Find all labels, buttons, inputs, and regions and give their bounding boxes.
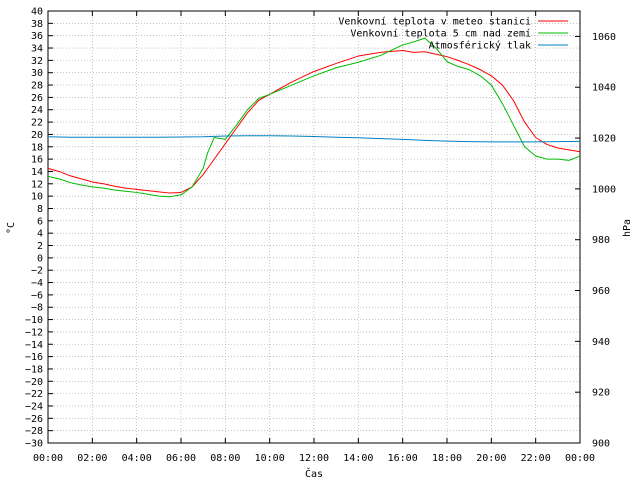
y-left-tick-label: 6: [37, 216, 43, 227]
y-left-tick-label: 16: [31, 155, 43, 166]
y-left-tick-label: 28: [31, 81, 43, 92]
y-left-tick-label: −2: [31, 266, 43, 277]
y-right-tick-label: 1020: [592, 134, 616, 145]
x-tick-label: 12:00: [299, 453, 329, 464]
y-axis-left-label: °C: [6, 222, 17, 234]
y-right-tick-label: 960: [592, 286, 610, 297]
legend-label: Atmosférický tlak: [429, 40, 531, 52]
x-tick-label: 18:00: [432, 453, 462, 464]
legend-label: Venkovní teplota v meteo stanici: [338, 16, 531, 28]
y-left-tick-label: 4: [37, 229, 43, 240]
y-left-tick-label: 0: [37, 253, 43, 264]
y-axis-right-label: hPa: [622, 219, 633, 237]
y-left-tick-label: 40: [31, 7, 43, 18]
y-left-tick-label: 26: [31, 93, 43, 104]
x-tick-label: 20:00: [476, 453, 506, 464]
y-right-tick-label: 1060: [592, 32, 616, 43]
y-left-tick-label: −18: [25, 364, 43, 375]
y-left-tick-label: 2: [37, 241, 43, 252]
y-left-tick-label: −30: [25, 439, 43, 450]
x-tick-label: 02:00: [77, 453, 107, 464]
series-layer: [47, 37, 581, 198]
y-left-tick-label: −22: [25, 389, 43, 400]
y-left-tick-label: 12: [31, 179, 43, 190]
x-tick-label: 16:00: [388, 453, 418, 464]
y-left-tick-label: 18: [31, 142, 43, 153]
y-right-tick-label: 900: [592, 439, 610, 450]
y-left-tick-label: −16: [25, 352, 43, 363]
y-left-tick-label: −8: [31, 303, 43, 314]
y-right-tick-label: 920: [592, 388, 610, 399]
y-left-tick-label: −10: [25, 315, 43, 326]
y-left-tick-label: 32: [31, 56, 43, 67]
legend-label: Venkovní teplota 5 cm nad zemí: [350, 28, 531, 40]
x-tick-label: 06:00: [166, 453, 196, 464]
series-line-atmosfericky-tlak: [47, 135, 581, 143]
y-left-tick-label: −24: [25, 401, 43, 412]
y-left-tick-label: 14: [31, 167, 43, 178]
y-left-tick-label: 8: [37, 204, 43, 215]
axis-ticks: 00:00 02:00 04:00 06:00 08:00 10:00 12:00 14:00…: [25, 7, 616, 465]
x-tick-label: 08:00: [210, 453, 240, 464]
y-left-tick-label: −26: [25, 414, 43, 425]
y-left-tick-label: 10: [31, 192, 43, 203]
y-right-tick-label: 940: [592, 337, 610, 348]
y-left-tick-label: −12: [25, 327, 43, 338]
x-tick-label: 14:00: [343, 453, 373, 464]
x-tick-label: 00:00: [565, 453, 595, 464]
grid: [48, 11, 580, 443]
y-right-tick-label: 1040: [592, 83, 616, 94]
y-left-tick-label: 20: [31, 130, 43, 141]
x-tick-label: 04:00: [122, 453, 152, 464]
series-line-venkovni-teplota-5-cm-nad-zemi: [47, 37, 581, 198]
x-axis-label: Čas: [305, 467, 323, 480]
y-left-tick-label: 24: [31, 105, 43, 116]
x-tick-label: 10:00: [255, 453, 285, 464]
y-left-tick-label: −28: [25, 426, 43, 437]
y-left-tick-label: −6: [31, 290, 43, 301]
y-left-tick-label: 36: [31, 31, 43, 42]
y-left-tick-label: 22: [31, 118, 43, 129]
legend: Venkovní teplota v meteo staniciVenkovní…: [338, 16, 568, 52]
y-left-tick-label: 30: [31, 68, 43, 79]
series-line-venkovni-teplota-v-meteo-stanici: [47, 50, 581, 194]
x-tick-label: 22:00: [521, 453, 551, 464]
y-left-tick-label: −4: [31, 278, 43, 289]
y-left-tick-label: 38: [31, 19, 43, 30]
y-right-tick-label: 1000: [592, 184, 616, 195]
y-left-tick-label: −20: [25, 377, 43, 388]
y-right-tick-label: 980: [592, 235, 610, 246]
y-left-tick-label: −14: [25, 340, 43, 351]
x-tick-label: 00:00: [33, 453, 63, 464]
y-left-tick-label: 34: [31, 44, 43, 55]
